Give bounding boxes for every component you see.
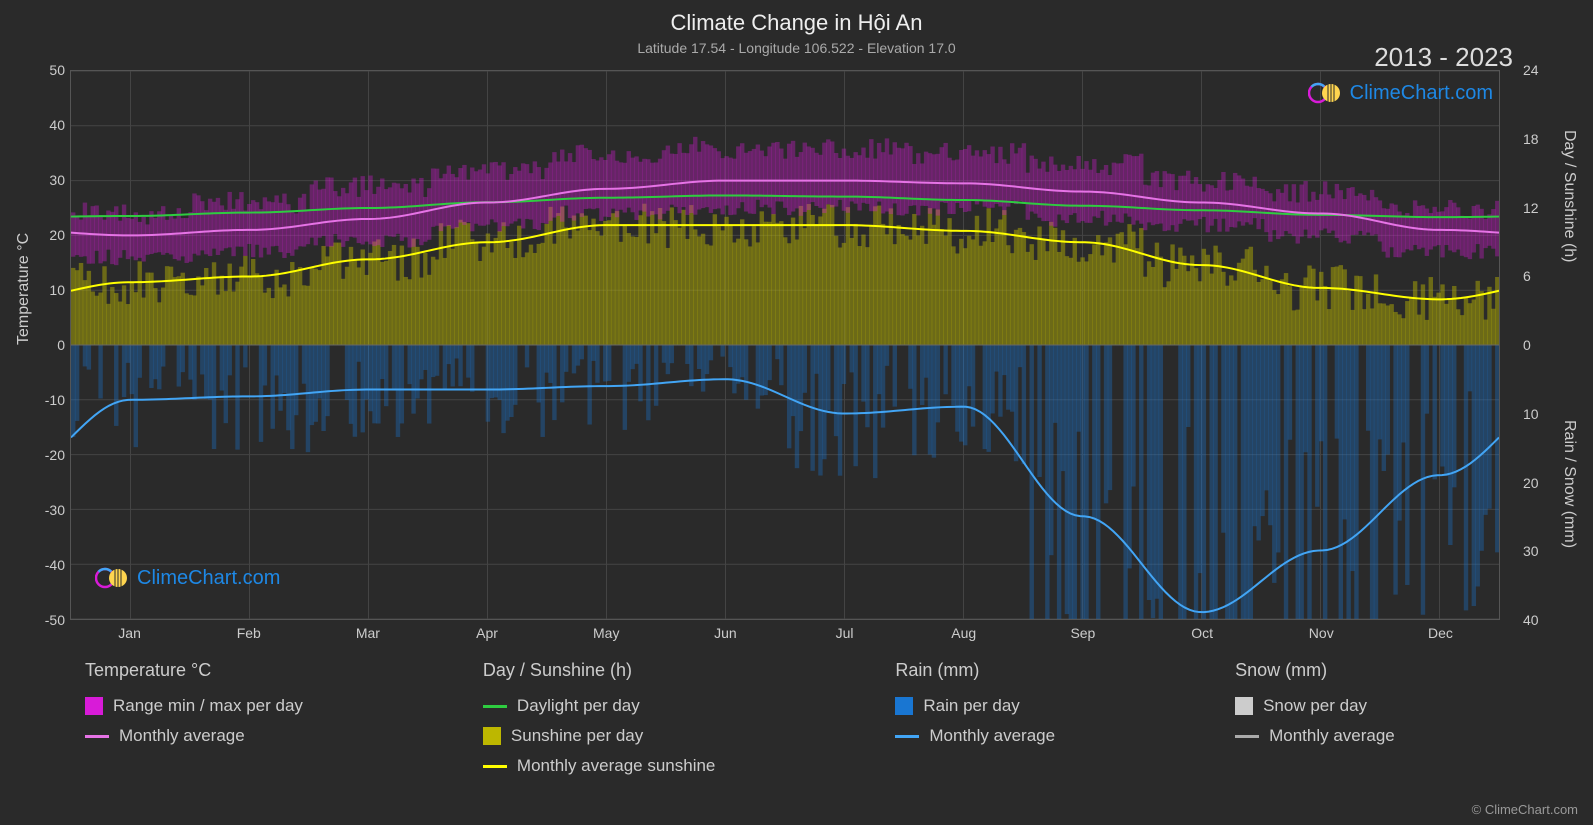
watermark-text: ClimeChart.com [137, 567, 280, 590]
chart-svg [71, 71, 1499, 619]
x-tick-month: Nov [1291, 625, 1351, 641]
legend-label: Monthly average [1269, 726, 1395, 746]
legend-label: Daylight per day [517, 696, 640, 716]
legend-swatch [85, 697, 103, 715]
y-tick-left: 10 [35, 282, 65, 298]
y-tick-left: -10 [35, 392, 65, 408]
y-tick-right: 40 [1523, 612, 1548, 628]
y-tick-left: 50 [35, 62, 65, 78]
legend-header: Snow (mm) [1235, 660, 1395, 681]
x-tick-month: Aug [934, 625, 994, 641]
legend-item: Range min / max per day [85, 696, 303, 716]
y-tick-left: -40 [35, 557, 65, 573]
year-range: 2013 - 2023 [1374, 42, 1513, 73]
legend-item: Monthly average [1235, 726, 1395, 746]
legend-label: Snow per day [1263, 696, 1367, 716]
y-tick-right: 12 [1523, 200, 1548, 216]
logo-icon [95, 565, 129, 591]
x-tick-month: Oct [1172, 625, 1232, 641]
legend-item: Sunshine per day [483, 726, 715, 746]
x-tick-month: Apr [457, 625, 517, 641]
legend-label: Sunshine per day [511, 726, 643, 746]
x-tick-month: Feb [219, 625, 279, 641]
legend-swatch [483, 705, 507, 708]
y-tick-left: 20 [35, 227, 65, 243]
y-tick-left: -50 [35, 612, 65, 628]
legend-header: Day / Sunshine (h) [483, 660, 715, 681]
y-tick-left: 40 [35, 117, 65, 133]
y-tick-right: 20 [1523, 475, 1548, 491]
legend-header: Rain (mm) [895, 660, 1055, 681]
y-tick-right: 30 [1523, 543, 1548, 559]
legend-swatch [895, 735, 919, 738]
legend-label: Monthly average [119, 726, 245, 746]
x-tick-month: Jul [815, 625, 875, 641]
watermark-bottom: ClimeChart.com [95, 565, 280, 591]
logo-icon [1308, 80, 1342, 106]
legend-swatch [85, 735, 109, 738]
y-axis-right-bottom-label: Rain / Snow (mm) [1560, 420, 1578, 548]
watermark-text: ClimeChart.com [1350, 82, 1493, 105]
legend-item: Snow per day [1235, 696, 1395, 716]
legend-item: Monthly average [895, 726, 1055, 746]
x-tick-month: Jan [100, 625, 160, 641]
y-tick-right: 0 [1523, 337, 1548, 353]
legend-swatch [895, 697, 913, 715]
y-tick-right: 10 [1523, 406, 1548, 422]
copyright: © ClimeChart.com [1472, 802, 1578, 817]
legend-group: Rain (mm) Rain per day Monthly average [895, 660, 1055, 776]
legend-swatch [1235, 735, 1259, 738]
legend-header: Temperature °C [85, 660, 303, 681]
x-tick-month: Sep [1053, 625, 1113, 641]
chart-plot-area [70, 70, 1500, 620]
legend-item: Rain per day [895, 696, 1055, 716]
y-tick-left: 30 [35, 172, 65, 188]
legend-swatch [483, 727, 501, 745]
x-tick-month: May [576, 625, 636, 641]
y-axis-right-top-label: Day / Sunshine (h) [1560, 130, 1578, 263]
y-tick-left: -20 [35, 447, 65, 463]
legend-label: Rain per day [923, 696, 1019, 716]
legend-label: Range min / max per day [113, 696, 303, 716]
y-tick-right: 18 [1523, 131, 1548, 147]
legend: Temperature °C Range min / max per day Mon… [85, 660, 1515, 776]
y-tick-left: -30 [35, 502, 65, 518]
x-tick-month: Dec [1410, 625, 1470, 641]
legend-label: Monthly average sunshine [517, 756, 715, 776]
legend-item: Monthly average [85, 726, 303, 746]
chart-title: Climate Change in Hội An [0, 10, 1593, 36]
legend-group: Day / Sunshine (h) Daylight per day Sunshi… [483, 660, 715, 776]
legend-group: Temperature °C Range min / max per day Mon… [85, 660, 303, 776]
y-tick-right: 6 [1523, 268, 1548, 284]
legend-swatch [483, 765, 507, 768]
y-axis-left-label: Temperature °C [15, 233, 33, 345]
legend-item: Daylight per day [483, 696, 715, 716]
y-tick-right: 24 [1523, 62, 1548, 78]
watermark-top: ClimeChart.com [1308, 80, 1493, 106]
x-tick-month: Mar [338, 625, 398, 641]
legend-swatch [1235, 697, 1253, 715]
y-tick-left: 0 [35, 337, 65, 353]
legend-label: Monthly average [929, 726, 1055, 746]
x-tick-month: Jun [695, 625, 755, 641]
legend-item: Monthly average sunshine [483, 756, 715, 776]
legend-group: Snow (mm) Snow per day Monthly average [1235, 660, 1395, 776]
chart-subtitle: Latitude 17.54 - Longitude 106.522 - Ele… [0, 40, 1593, 56]
